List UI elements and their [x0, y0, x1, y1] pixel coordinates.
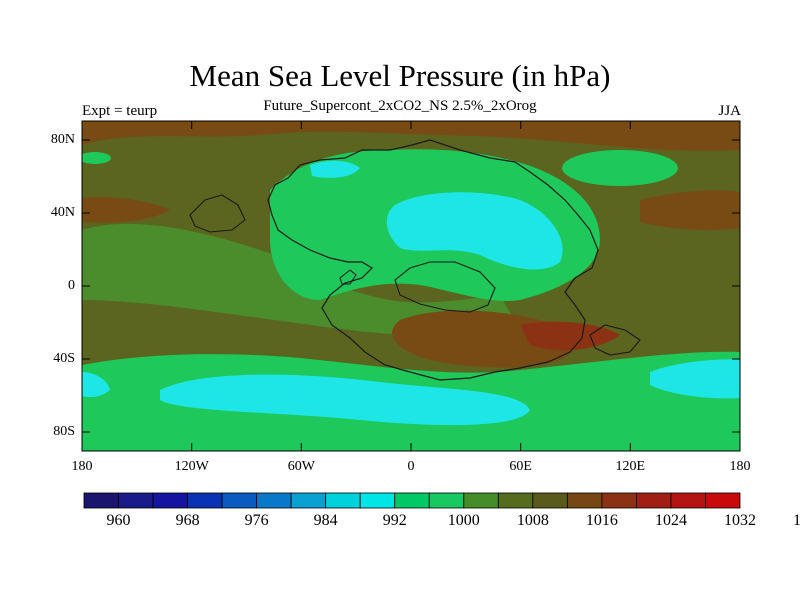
colorbar-swatch	[705, 492, 741, 509]
coastline-west-island	[189, 194, 246, 233]
colorbar-label: 992	[382, 512, 407, 529]
colorbar-swatch	[152, 492, 188, 509]
colorbar-swatch	[428, 492, 465, 509]
colorbar-swatch	[359, 492, 396, 509]
colorbar-swatch	[83, 492, 119, 509]
coastline-east-island	[589, 324, 641, 356]
colorbar-label: 960	[106, 512, 131, 529]
field-brown-east	[640, 190, 740, 230]
y-tick-marks	[82, 139, 740, 433]
colorbar-label: 1024	[654, 512, 687, 529]
colorbar-swatch	[497, 492, 534, 509]
x-tick-marks	[191, 121, 631, 451]
colorbar-label: 1016	[585, 512, 618, 529]
y-tick-label: 80N	[50, 132, 75, 147]
colorbar-label: 984	[313, 512, 338, 529]
colorbar-swatch	[601, 492, 637, 509]
x-tick-label: 0	[407, 459, 415, 474]
colorbar-swatch	[670, 492, 706, 509]
colorbar-swatch	[636, 492, 672, 509]
x-tick-label: 60W	[287, 459, 315, 474]
colorbar-label: 968	[175, 512, 200, 529]
colorbar	[83, 492, 741, 509]
colorbar-label: 1032	[724, 512, 756, 529]
x-tick-label: 120E	[615, 459, 646, 474]
colorbar-swatch	[187, 492, 223, 509]
colorbar-label: 1000	[447, 512, 480, 529]
colorbar-swatch	[256, 492, 292, 509]
field-cyan-low	[386, 192, 563, 270]
colorbar-swatch	[325, 492, 361, 509]
colorbar-swatch	[463, 492, 499, 509]
map-title: Mean Sea Level Pressure (in hPa)	[189, 58, 611, 93]
y-tick-label: 0	[68, 278, 75, 293]
colorbar-swatch	[532, 492, 568, 509]
y-tick-label: 40N	[50, 205, 75, 220]
experiment-label: Expt = teurp	[82, 103, 158, 119]
colorbar-swatch	[394, 492, 430, 509]
field-brown-west	[82, 197, 170, 223]
colorbar-swatch	[290, 492, 327, 509]
field-dark-red-south	[520, 321, 620, 351]
x-tick-label: 120W	[174, 459, 209, 474]
x-tick-label: 180	[71, 459, 93, 474]
y-tick-label: 40S	[53, 351, 75, 366]
field-cyan-small	[310, 160, 360, 178]
field-green-ne	[562, 150, 678, 186]
season-label: JJA	[718, 103, 741, 119]
x-tick-label: 180	[729, 459, 751, 474]
coastline-supercontinent	[267, 139, 599, 381]
colorbar-label: 1040	[793, 512, 800, 529]
colorbar-label: 1008	[516, 512, 549, 529]
colorbar-label: 976	[244, 512, 269, 529]
coastline-inner-sea	[394, 261, 496, 313]
field-green-nw	[82, 152, 111, 164]
contour-fields	[82, 121, 740, 451]
colorbar-swatch	[221, 492, 258, 509]
map-subtitle: Future_Supercont_2xCO2_NS 2.5%_2xOrog	[263, 98, 537, 114]
field-cyan-south	[160, 374, 530, 426]
coastline-small-island	[339, 269, 357, 285]
colorbar-swatch	[566, 492, 603, 509]
y-tick-label: 80S	[53, 424, 75, 439]
field-cyan-southwest	[82, 372, 110, 398]
field-cyan-southeast	[650, 359, 740, 399]
x-tick-label: 60E	[509, 459, 532, 474]
colorbar-swatch	[118, 492, 154, 509]
field-brown-north	[82, 121, 740, 151]
